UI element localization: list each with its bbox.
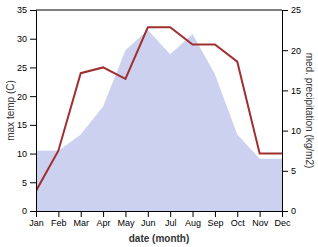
tick: Apr: [97, 211, 111, 228]
tick-label: Jul: [165, 218, 177, 228]
tick-label: Jan: [29, 218, 44, 228]
tick-label: 0: [291, 206, 296, 216]
tick-mark: [170, 211, 171, 217]
tick-label: Aug: [185, 218, 201, 228]
tick: 15: [17, 120, 36, 130]
tick: 15: [282, 86, 301, 96]
tick-label: 20: [17, 92, 27, 102]
tick-mark: [30, 96, 36, 97]
y-axis: 0 5 10 15 20 25 30 35: [17, 5, 37, 216]
tick-mark: [193, 211, 194, 217]
tick: Nov: [252, 211, 269, 228]
tick: 25: [17, 63, 36, 73]
x-axis-title: date (month): [129, 233, 190, 244]
y2-axis-title: med. precipitation (kg/m2): [304, 53, 315, 169]
tick-mark: [30, 154, 36, 155]
tick: Oct: [231, 211, 246, 228]
tick-mark: [282, 90, 288, 91]
tick-mark: [282, 10, 288, 11]
tick: 25: [282, 5, 301, 15]
tick-label: 5: [291, 166, 296, 176]
tick: Jan: [29, 211, 44, 228]
tick-label: 35: [17, 5, 27, 15]
plot-area: [36, 27, 282, 211]
chart: JanFebMarAprMayJunJulAugSepOctNovDec0510…: [0, 0, 318, 247]
tick-label: Sep: [207, 218, 223, 228]
tick: 20: [282, 46, 301, 56]
tick-mark: [30, 125, 36, 126]
tick-mark: [148, 211, 149, 217]
tick-label: 0: [22, 206, 27, 216]
tick: 0: [282, 206, 296, 216]
tick: Feb: [51, 211, 67, 228]
y-axis-title: max temp (C): [5, 80, 16, 141]
tick: 10: [282, 126, 301, 136]
tick-mark: [30, 67, 36, 68]
tick-label: 25: [17, 63, 27, 73]
tick: May: [117, 211, 135, 228]
tick-label: Feb: [51, 218, 67, 228]
tick-label: Jun: [141, 218, 156, 228]
axis-line: [283, 11, 289, 212]
tick: 20: [17, 92, 36, 102]
tick: 10: [17, 149, 36, 159]
tick: 35: [17, 5, 36, 15]
axis-line: [30, 11, 37, 212]
tick-mark: [30, 211, 36, 212]
tick-label: Dec: [274, 218, 291, 228]
tick-mark: [30, 10, 36, 11]
tick-mark: [282, 211, 288, 212]
area: [36, 30, 282, 211]
tick: Mar: [73, 211, 89, 228]
tick-mark: [30, 182, 36, 183]
tick-label: Nov: [252, 218, 269, 228]
tick-label: 10: [291, 126, 301, 136]
tick: 30: [17, 34, 36, 44]
tick-mark: [237, 211, 238, 217]
tick: 5: [282, 166, 296, 176]
tick-mark: [103, 211, 104, 217]
tick-mark: [260, 211, 261, 217]
axis-line: [37, 212, 283, 218]
tick: Sep: [207, 211, 223, 228]
tick-mark: [282, 131, 288, 132]
tick-mark: [30, 39, 36, 40]
tick: Jul: [165, 211, 177, 228]
tick-mark: [125, 211, 126, 217]
tick-label: 15: [17, 120, 27, 130]
tick-label: 25: [291, 5, 301, 15]
tick: 0: [22, 206, 36, 216]
tick-label: Apr: [97, 218, 111, 228]
line: [36, 27, 282, 191]
x-axis: Jan Feb Mar Apr May Jun Jul Aug Sep Oct Nov Dec: [29, 211, 291, 228]
tick: Aug: [185, 211, 201, 228]
tick-label: Mar: [73, 218, 89, 228]
y2-axis: 0 5 10 15 20 25: [282, 5, 301, 216]
tick: 5: [22, 178, 36, 188]
tick-label: 15: [291, 86, 301, 96]
frame: [36, 10, 282, 11]
tick-label: May: [117, 218, 135, 228]
tick-mark: [282, 50, 288, 51]
tick-mark: [58, 211, 59, 217]
tick: Jun: [141, 211, 156, 228]
tick: Dec: [274, 211, 291, 228]
tick-mark: [215, 211, 216, 217]
tick-mark: [282, 171, 288, 172]
tick-label: Oct: [231, 218, 246, 228]
tick-label: 10: [17, 149, 27, 159]
tick-label: 20: [291, 46, 301, 56]
tick-label: 5: [22, 178, 27, 188]
tick-label: 30: [17, 34, 27, 44]
tick-mark: [81, 211, 82, 217]
